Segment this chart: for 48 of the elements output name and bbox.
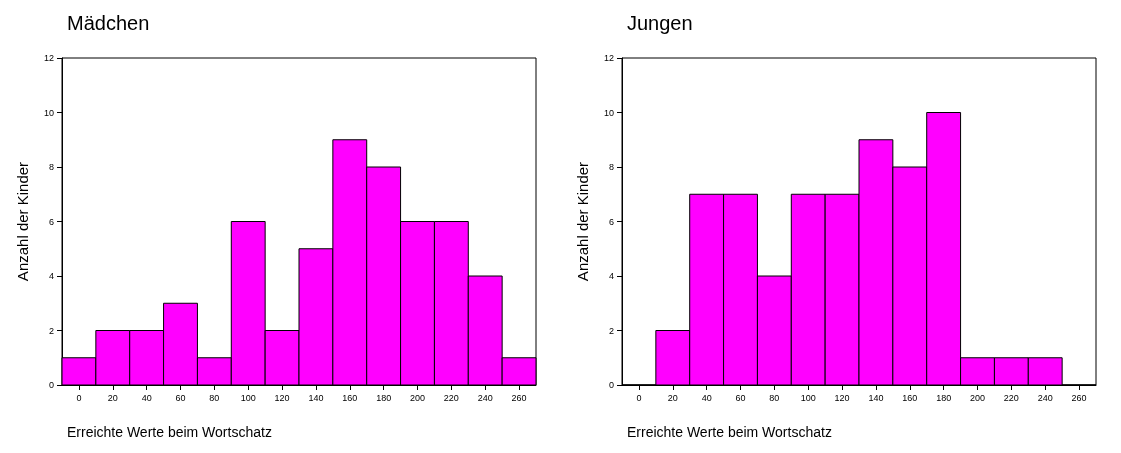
x-tick-label: 240 <box>1037 392 1053 403</box>
y-tick-label: 0 <box>608 380 614 390</box>
x-tick-label: 140 <box>868 392 884 403</box>
x-tick-label: 160 <box>342 392 358 403</box>
x-tick-label: 0 <box>636 392 642 403</box>
x-tick-label: 160 <box>902 392 918 403</box>
x-tick-label: 260 <box>1071 392 1087 403</box>
x-tick-label: 140 <box>308 392 324 403</box>
y-tick-label: 2 <box>48 325 54 336</box>
chart-title: Jungen <box>627 12 693 34</box>
x-tick-label: 40 <box>141 392 152 403</box>
y-tick-label: 8 <box>608 162 614 172</box>
y-axis-title: Anzahl der Kinder <box>14 161 31 282</box>
y-tick-label: 8 <box>48 162 54 172</box>
x-tick-label: 180 <box>376 392 392 403</box>
y-tick-label: 6 <box>608 216 614 227</box>
x-tick-label: 80 <box>769 392 780 403</box>
y-axis-title: Anzahl der Kinder <box>574 161 591 282</box>
y-tick-label: 4 <box>48 271 54 281</box>
x-tick-label: 120 <box>834 392 850 403</box>
y-tick-label: 12 <box>43 53 54 63</box>
x-tick-label: 60 <box>735 392 746 403</box>
y-tick-label: 6 <box>48 216 54 227</box>
x-tick-label: 120 <box>274 392 290 403</box>
x-tick-label: 220 <box>443 392 459 403</box>
x-tick-label: 20 <box>667 392 678 403</box>
x-axis-title: Erreichte Werte beim Wortschatz <box>67 424 272 440</box>
y-tick-label: 4 <box>608 271 614 281</box>
x-tick-label: 240 <box>477 392 493 403</box>
x-tick-label: 100 <box>800 392 816 403</box>
y-tick-label: 10 <box>43 107 54 118</box>
x-tick-label: 220 <box>1003 392 1019 403</box>
x-tick-label: 0 <box>76 392 82 403</box>
x-tick-label: 40 <box>701 392 712 403</box>
x-tick-label: 100 <box>240 392 256 403</box>
x-tick-label: 80 <box>209 392 220 403</box>
x-tick-label: 260 <box>511 392 527 403</box>
x-tick-label: 20 <box>107 392 118 403</box>
y-tick-label: 12 <box>603 53 614 63</box>
x-tick-label: 200 <box>409 392 426 403</box>
y-tick-label: 10 <box>603 107 614 118</box>
y-tick-label: 2 <box>608 325 614 336</box>
x-tick-label: 60 <box>175 392 186 403</box>
x-tick-label: 180 <box>936 392 952 403</box>
x-axis-title: Erreichte Werte beim Wortschatz <box>627 424 832 440</box>
x-tick-label: 200 <box>969 392 986 403</box>
y-tick-label: 0 <box>48 380 54 390</box>
chart-title: Mädchen <box>67 12 150 34</box>
